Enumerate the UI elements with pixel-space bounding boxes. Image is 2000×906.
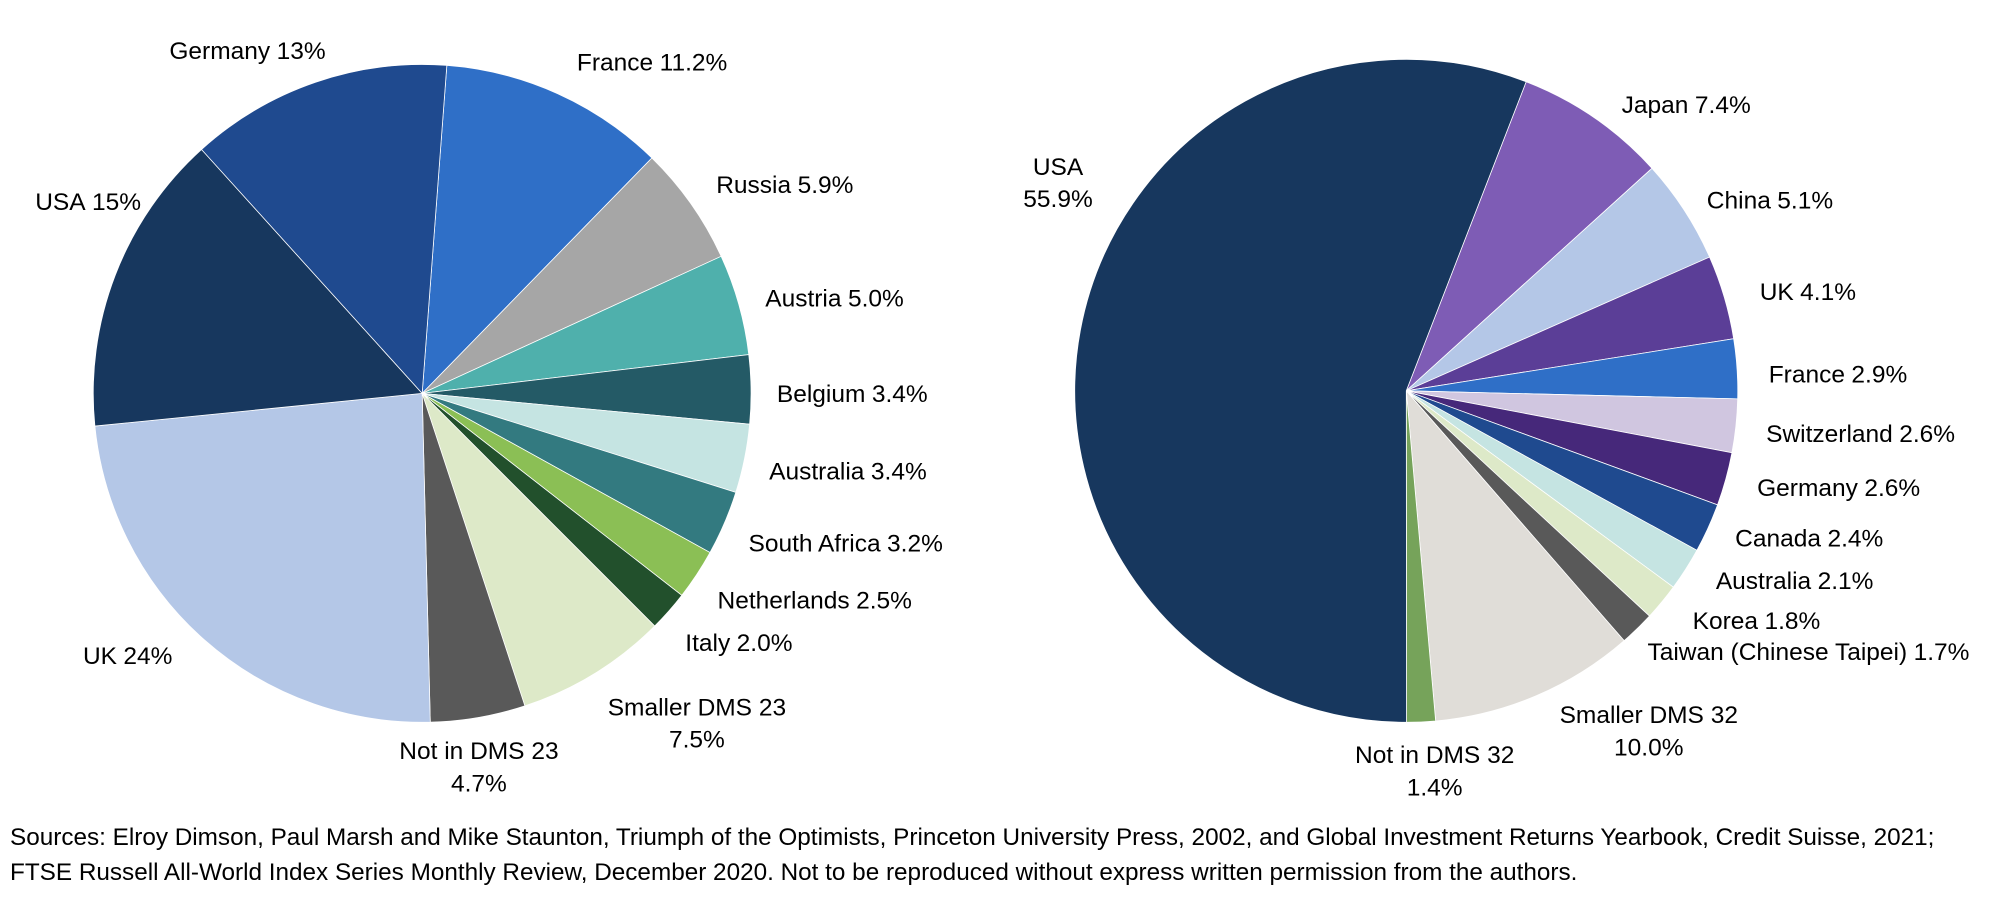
- slice-label: Netherlands 2.5%: [718, 588, 912, 615]
- slice-category: Not in DMS 32: [1355, 743, 1514, 770]
- slice-label: Australia 2.1%: [1716, 568, 1874, 595]
- pie: Japan 7.4% China 5.1% UK 4.1% France 2.9% Switze…: [1023, 58, 1969, 802]
- slice-label: Smaller DMS 32 10.0%: [1560, 703, 1738, 762]
- slice-category: Netherlands: [718, 588, 850, 615]
- slice-value-label: 2.6%: [1864, 476, 1920, 503]
- slice-label: Taiwan (Chinese Taipei) 1.7%: [1647, 639, 1969, 666]
- pie-slice: [421, 393, 656, 707]
- pie-slice: [200, 64, 448, 395]
- slice-category: France: [1769, 362, 1845, 389]
- slice-label: Italy 2.0%: [685, 630, 792, 657]
- slice-value-label: 24%: [123, 643, 172, 670]
- chart: France 11.2%Russia 5.9%Austria 5.0%Belgium 3…: [35, 38, 1969, 802]
- slice-label: Japan 7.4%: [1622, 93, 1751, 120]
- pie-slice: [94, 392, 431, 723]
- slice-category: Germany: [1757, 476, 1859, 503]
- pie-slice: [421, 157, 722, 394]
- slice-category: USA: [35, 189, 86, 216]
- slice-category: South Africa: [748, 531, 880, 558]
- slice-label: UK 24%: [83, 643, 173, 670]
- slice-category: France: [577, 50, 653, 77]
- slice-category: Australia: [769, 459, 865, 486]
- slice-value-label: 3.2%: [887, 531, 943, 558]
- slice-label: USA 55.9%: [1023, 154, 1092, 213]
- slice-category: Germany: [169, 38, 271, 65]
- slice-label: France 11.2%: [577, 50, 727, 77]
- slice-category: Canada: [1735, 526, 1821, 553]
- slice-category: Switzerland: [1766, 421, 1893, 448]
- slice-value-label: 2.4%: [1827, 526, 1883, 553]
- slice-value-label: 7.5%: [669, 727, 725, 754]
- slice-label: China 5.1%: [1707, 188, 1833, 215]
- slice-value-label: 3.4%: [872, 381, 928, 408]
- slice-label: Switzerland 2.6%: [1766, 421, 1955, 448]
- slice-label: Canada 2.4%: [1735, 526, 1883, 553]
- slice-value-label: 5.9%: [798, 172, 854, 199]
- slice-label: Australia 3.4%: [769, 459, 927, 486]
- slice-category: Italy: [685, 630, 731, 657]
- slice-category: Belgium: [777, 381, 866, 408]
- slice-label: Russia 5.9%: [716, 172, 853, 199]
- slice-value-label: 2.0%: [737, 630, 793, 657]
- slice-label: South Africa 3.2%: [748, 531, 942, 558]
- slice-value-label: 2.9%: [1851, 362, 1907, 389]
- slice-value-label: 4.1%: [1800, 280, 1856, 307]
- slice-value-label: 2.1%: [1818, 568, 1874, 595]
- slice-category: Taiwan (Chinese Taipei): [1647, 639, 1907, 666]
- slice-value-label: 2.5%: [856, 588, 912, 615]
- slice-category: Russia: [716, 172, 791, 199]
- slice-value-label: 2.6%: [1899, 421, 1955, 448]
- slice-value-label: 13%: [277, 38, 326, 65]
- slice-value-label: 5.0%: [848, 286, 904, 313]
- slice-label: Belgium 3.4%: [777, 381, 928, 408]
- pie-slice: [421, 65, 653, 395]
- slice-label: Germany 2.6%: [1757, 476, 1920, 503]
- slice-value-label: 11.2%: [660, 50, 728, 77]
- slice-category: Austria: [765, 286, 842, 313]
- slice-value-label: 1.7%: [1914, 639, 1970, 666]
- pie-slice: [1405, 389, 1625, 722]
- slice-category: UK: [1760, 280, 1795, 307]
- slice-category: Japan: [1622, 93, 1689, 120]
- slice-value-label: 4.7%: [451, 771, 507, 798]
- slice-value-label: 15%: [92, 189, 141, 216]
- slice-category: Korea: [1693, 608, 1759, 635]
- slice-category: UK: [83, 643, 118, 670]
- slice-category: USA: [1033, 154, 1084, 181]
- slice-category: Not in DMS 23: [399, 739, 558, 766]
- pie-slice: [1405, 81, 1653, 392]
- slice-label: Korea 1.8%: [1693, 608, 1821, 635]
- pie-slice: [92, 148, 423, 427]
- slice-value-label: 5.1%: [1777, 188, 1833, 215]
- slice-label: Not in DMS 23 4.7%: [399, 739, 558, 798]
- slice-label: Smaller DMS 23 7.5%: [608, 695, 786, 754]
- slice-label: UK 4.1%: [1760, 280, 1856, 307]
- slice-value-label: 3.4%: [871, 459, 927, 486]
- slice-category: Australia: [1716, 568, 1812, 595]
- slice-label: Not in DMS 32 1.4%: [1355, 743, 1514, 802]
- slice-label: Austria 5.0%: [765, 286, 904, 313]
- slice-value-label: 55.9%: [1023, 187, 1092, 214]
- slice-label: USA 15%: [35, 189, 141, 216]
- slice-label: France 2.9%: [1769, 362, 1908, 389]
- source-note: Sources: Elroy Dimson, Paul Marsh and Mi…: [10, 824, 1935, 886]
- slice-category: China: [1707, 188, 1771, 215]
- slice-value-label: 7.4%: [1695, 93, 1751, 120]
- pie: France 11.2%Russia 5.9%Austria 5.0%Belgium 3…: [35, 38, 943, 798]
- slice-value-label: 10.0%: [1614, 735, 1683, 762]
- slice-category: Smaller DMS 23: [608, 695, 786, 722]
- slice-value-label: 1.4%: [1407, 775, 1463, 802]
- slice-label: Germany 13%: [169, 38, 325, 65]
- pie-slice: [1074, 58, 1527, 723]
- slice-category: Smaller DMS 32: [1560, 703, 1738, 730]
- slice-value-label: 1.8%: [1764, 608, 1820, 635]
